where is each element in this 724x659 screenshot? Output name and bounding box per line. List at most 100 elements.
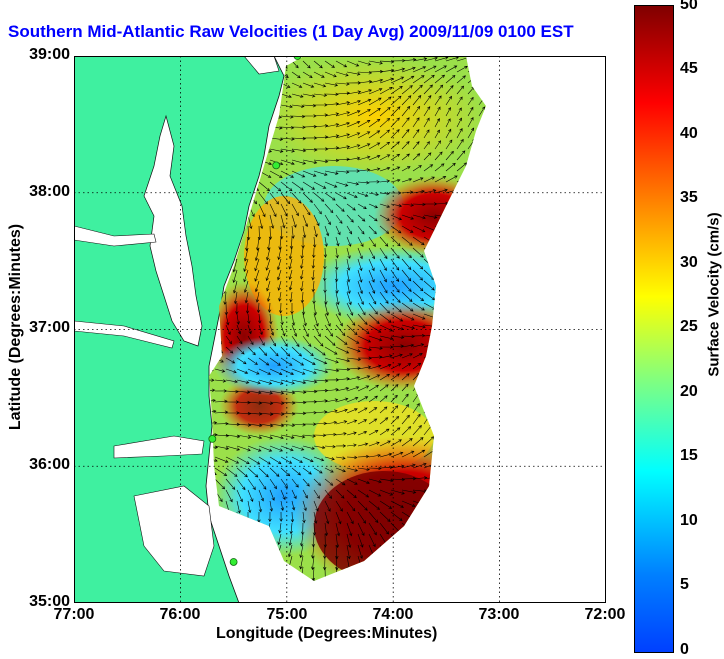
velocity-arrow: [335, 157, 350, 162]
velocity-arrow: [335, 489, 345, 499]
velocity-arrow: [368, 214, 378, 222]
station-marker[interactable]: [272, 161, 281, 170]
velocity-arrow: [291, 434, 306, 439]
station-marker[interactable]: [208, 434, 217, 443]
velocity-arrow: [390, 214, 403, 221]
velocity-arrow: [412, 94, 422, 106]
velocity-arrow: [324, 112, 340, 117]
velocity-arrow: [368, 384, 379, 392]
velocity-arrow: [247, 478, 256, 491]
velocity-arrow: [288, 269, 293, 280]
velocity-arrow: [423, 176, 435, 183]
velocity-arrow: [291, 346, 302, 357]
velocity-arrow: [434, 129, 440, 139]
velocity-arrow: [291, 159, 307, 165]
velocity-arrow: [269, 445, 283, 452]
velocity-arrow: [357, 511, 366, 524]
velocity-arrow: [313, 456, 325, 462]
velocity-arrow: [302, 478, 310, 487]
velocity-arrow: [324, 134, 340, 139]
velocity-arrow: [214, 445, 230, 450]
velocity-arrow: [258, 478, 267, 490]
colorbar-tick: 5: [680, 576, 689, 593]
velocity-arrow: [357, 258, 363, 272]
velocity-arrow: [401, 450, 415, 458]
velocity-arrow: [247, 390, 262, 395]
velocity-arrow: [368, 203, 379, 209]
velocity-arrow: [247, 357, 258, 365]
velocity-arrow: [265, 269, 271, 282]
velocity-arrow: [302, 389, 318, 394]
velocity-arrow: [324, 313, 331, 327]
velocity-arrow: [379, 500, 393, 509]
velocity-arrow: [434, 188, 448, 194]
velocity-arrow: [346, 431, 357, 436]
velocity-arrow: [368, 60, 383, 65]
velocity-arrow: [390, 489, 405, 495]
velocity-arrow: [379, 225, 390, 234]
velocity-arrow: [401, 141, 410, 150]
velocity-arrow: [291, 82, 303, 88]
velocity-arrow: [313, 324, 321, 338]
velocity-arrow: [401, 166, 411, 172]
velocity-arrow: [368, 247, 375, 260]
velocity-arrow: [267, 236, 271, 251]
velocity-arrow: [379, 302, 391, 314]
velocity-arrow: [291, 400, 307, 405]
velocity-arrow: [379, 428, 390, 436]
velocity-arrow: [300, 269, 304, 280]
velocity-arrow: [335, 122, 350, 128]
velocity-arrow: [335, 420, 348, 425]
station-marker[interactable]: [229, 558, 238, 566]
velocity-arrow: [254, 247, 260, 262]
velocity-arrow: [313, 433, 327, 438]
velocity-arrow: [390, 129, 400, 139]
velocity-arrow: [287, 544, 293, 558]
velocity-arrow: [324, 60, 335, 68]
velocity-arrow: [357, 109, 371, 117]
velocity-arrow: [346, 346, 361, 353]
velocity-arrow: [401, 236, 413, 246]
velocity-arrow: [280, 159, 295, 166]
velocity-arrow: [300, 533, 304, 547]
velocity-arrow: [390, 258, 400, 271]
velocity-arrow: [280, 192, 291, 205]
velocity-arrow: [291, 104, 305, 108]
velocity-arrow: [311, 555, 315, 571]
velocity-arrow: [266, 291, 271, 302]
velocity-arrow: [313, 225, 318, 238]
velocity-arrow: [456, 138, 464, 150]
velocity-arrow: [346, 500, 356, 512]
velocity-arrow: [390, 291, 401, 303]
radar-stations: [208, 56, 302, 566]
velocity-arrow: [335, 500, 343, 512]
velocity-arrow: [335, 291, 340, 306]
velocity-arrow: [390, 451, 404, 458]
velocity-arrow: [335, 302, 342, 317]
velocity-arrow: [346, 258, 351, 271]
velocity-arrow: [324, 467, 334, 473]
velocity-arrow: [280, 115, 294, 119]
velocity-arrow: [357, 313, 368, 326]
velocity-arrow: [412, 343, 425, 348]
velocity-arrow: [243, 258, 249, 272]
velocity-arrow: [236, 324, 242, 335]
velocity-arrow: [379, 203, 391, 208]
velocity-map[interactable]: [74, 56, 606, 603]
velocity-arrow: [368, 97, 382, 106]
velocity-arrow: [368, 167, 381, 172]
velocity-arrow: [335, 133, 351, 139]
velocity-arrow: [412, 225, 426, 233]
velocity-arrow: [236, 489, 243, 503]
velocity-arrow: [214, 467, 228, 477]
velocity-arrow: [302, 489, 308, 499]
velocity-arrow: [302, 82, 315, 88]
velocity-arrow: [225, 357, 236, 364]
velocity-arrow: [412, 214, 426, 220]
velocity-arrow: [368, 407, 378, 414]
velocity-arrow: [302, 467, 312, 475]
velocity-arrow: [357, 430, 368, 436]
velocity-arrow: [324, 409, 338, 414]
velocity-arrow: [302, 181, 316, 190]
velocity-arrow: [368, 236, 376, 247]
